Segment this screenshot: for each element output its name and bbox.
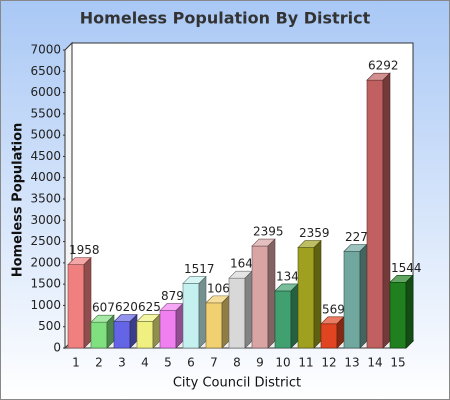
bar-front: [205, 302, 223, 349]
value-label: 6292: [368, 59, 399, 73]
y-tick-label: 3000: [30, 213, 61, 227]
x-tick-label: 2: [95, 356, 103, 370]
value-label: 620: [115, 300, 138, 314]
bar-side: [290, 283, 299, 349]
bar-side: [198, 275, 207, 349]
x-tick-label: 9: [256, 356, 264, 370]
y-tick-label: 1000: [30, 298, 61, 312]
y-tick-label: 2500: [30, 234, 61, 248]
bar-front: [228, 277, 246, 349]
bar-front: [159, 310, 177, 349]
y-axis-title: Homeless Population: [11, 123, 26, 278]
bar-front: [389, 281, 407, 349]
y-tick-label: 1500: [30, 277, 61, 291]
value-label: 2359: [299, 226, 330, 240]
value-label: 1544: [391, 261, 422, 275]
x-axis-title: City Council District: [173, 376, 301, 391]
chart-title: Homeless Population By District: [80, 9, 371, 28]
x-tick-label: 8: [233, 356, 241, 370]
bar-front: [67, 264, 85, 349]
y-tick-label: 6500: [30, 64, 61, 78]
bar-side: [83, 256, 92, 349]
bar-front: [113, 321, 131, 349]
x-tick-label: 15: [390, 356, 405, 370]
y-tick-label: 5000: [30, 128, 61, 142]
y-tick-label: 4000: [30, 170, 61, 184]
y-tick-label: 6000: [30, 85, 61, 99]
value-label: 625: [138, 300, 161, 314]
y-tick-label: 7000: [30, 43, 61, 57]
bar-side: [221, 295, 230, 349]
value-label: 607: [92, 301, 115, 315]
bar-front: [297, 247, 315, 349]
bar-front: [320, 323, 338, 349]
value-label: 1958: [69, 243, 100, 257]
bar-front: [274, 290, 292, 349]
bar-side: [313, 239, 322, 349]
bar-front: [136, 321, 154, 349]
x-tick-label: 3: [118, 356, 126, 370]
bar-side: [382, 72, 391, 349]
x-tick-label: 12: [321, 356, 336, 370]
y-tick-label: 0: [53, 341, 61, 355]
x-tick-label: 11: [298, 356, 313, 370]
value-label: 1517: [184, 262, 215, 276]
value-label: 569: [322, 302, 345, 316]
bar-side: [175, 302, 184, 349]
y-tick-label: 5500: [30, 106, 61, 120]
bar-front: [90, 321, 108, 349]
bar-front: [182, 283, 200, 349]
x-tick-label: 13: [344, 356, 359, 370]
bar-side: [267, 238, 276, 349]
value-label: 2395: [253, 225, 284, 239]
bar-side: [359, 243, 368, 349]
bar-side: [405, 274, 414, 349]
x-tick-label: 10: [275, 356, 290, 370]
bar-front: [343, 251, 361, 349]
y-tick-label: 4500: [30, 149, 61, 163]
y-tick-label: 500: [38, 319, 61, 333]
x-tick-label: 7: [210, 356, 218, 370]
x-tick-label: 14: [367, 356, 382, 370]
x-tick-label: 1: [72, 356, 80, 370]
y-tick-label: 2000: [30, 255, 61, 269]
x-tick-label: 6: [187, 356, 195, 370]
x-tick-label: 4: [141, 356, 149, 370]
x-tick-label: 5: [164, 356, 172, 370]
value-label: 879: [161, 289, 184, 303]
bar-side: [244, 270, 253, 349]
bar-front: [251, 245, 269, 349]
bar-front: [366, 79, 384, 349]
y-tick-label: 3500: [30, 192, 61, 206]
